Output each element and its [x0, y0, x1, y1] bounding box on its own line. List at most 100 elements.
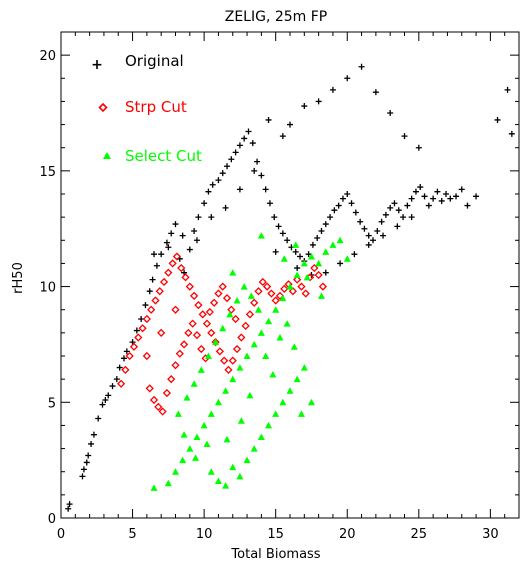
data-point — [241, 135, 248, 142]
data-point — [351, 251, 358, 258]
data-point — [236, 186, 243, 193]
data-point — [236, 142, 243, 149]
data-point — [400, 214, 407, 221]
data-point — [164, 479, 172, 487]
data-point — [162, 388, 172, 398]
data-point — [113, 376, 120, 383]
data-point — [494, 116, 501, 123]
data-point — [204, 352, 212, 359]
data-point — [147, 305, 156, 314]
y-tick-label: 5 — [48, 396, 56, 411]
data-point — [315, 98, 322, 105]
data-point — [283, 320, 291, 327]
data-point — [185, 282, 194, 291]
data-point — [262, 282, 272, 291]
data-point — [142, 351, 151, 361]
data-point — [307, 252, 315, 260]
data-point — [191, 228, 198, 235]
data-point — [322, 248, 330, 255]
data-point — [223, 435, 231, 443]
data-point — [294, 265, 301, 272]
data-point — [193, 237, 200, 244]
data-point — [391, 200, 398, 207]
y-tick-labels: 0 5 10 15 20 — [39, 49, 56, 527]
data-point — [290, 343, 298, 350]
data-point — [262, 186, 269, 193]
series-original — [65, 63, 515, 512]
data-point — [200, 421, 208, 429]
data-point — [208, 214, 215, 221]
data-point — [275, 223, 282, 230]
data-point — [254, 158, 261, 165]
data-point — [171, 361, 180, 370]
y-tick-label: 10 — [39, 281, 56, 296]
axis-ticks — [60, 32, 519, 519]
data-point — [430, 195, 437, 202]
data-point — [258, 172, 265, 179]
data-point — [175, 349, 184, 358]
data-point — [267, 289, 276, 298]
series-select-cut — [150, 232, 351, 491]
data-point — [163, 239, 170, 246]
data-point — [370, 237, 377, 244]
data-point — [214, 398, 222, 406]
legend-label-strp-cut: Strp Cut — [125, 98, 187, 116]
data-point — [195, 214, 202, 221]
data-point — [331, 207, 338, 214]
data-point — [250, 298, 259, 307]
data-point — [116, 379, 126, 388]
data-point — [201, 200, 208, 207]
data-point — [352, 209, 359, 216]
data-point — [275, 291, 285, 300]
data-point — [188, 319, 197, 328]
data-point — [116, 364, 123, 371]
x-tick-label: 10 — [196, 527, 213, 542]
data-point — [357, 218, 364, 225]
data-point — [421, 193, 428, 200]
data-point — [297, 253, 304, 260]
data-point — [401, 133, 408, 140]
data-point — [240, 283, 248, 290]
data-point — [186, 445, 194, 452]
data-point — [269, 371, 277, 378]
data-point — [307, 398, 315, 406]
data-point — [335, 202, 342, 209]
data-point — [387, 204, 394, 211]
data-point — [205, 188, 212, 195]
data-point — [154, 402, 163, 412]
data-point — [85, 452, 92, 459]
data-point — [245, 128, 252, 135]
legend-item-select-cut: Select Cut — [103, 147, 202, 165]
data-point — [417, 184, 424, 191]
data-point — [322, 221, 329, 228]
data-point — [266, 200, 273, 207]
data-point — [168, 259, 177, 268]
data-point — [339, 195, 346, 202]
data-point — [220, 356, 229, 365]
data-point — [247, 292, 255, 299]
x-tick-label: 25 — [411, 527, 428, 542]
data-point — [99, 401, 106, 408]
data-point — [193, 433, 201, 440]
y-axis-label: rH50 — [11, 262, 26, 294]
data-point — [310, 263, 319, 273]
legend-item-strp-cut: Strp Cut — [98, 98, 187, 116]
data-point — [272, 306, 280, 313]
data-point — [322, 269, 329, 276]
data-point — [458, 186, 465, 193]
data-point — [279, 230, 286, 237]
data-point — [151, 251, 158, 258]
svg-text:+: + — [91, 57, 103, 73]
data-point — [79, 473, 86, 480]
data-point — [222, 387, 230, 394]
data-point — [443, 191, 450, 197]
data-point — [90, 431, 97, 438]
data-point — [447, 195, 454, 202]
data-point — [214, 289, 223, 298]
data-point — [231, 314, 240, 324]
data-point — [251, 167, 258, 174]
data-point — [237, 417, 245, 424]
data-point — [286, 283, 294, 290]
data-point — [329, 86, 336, 93]
data-point — [142, 314, 151, 324]
